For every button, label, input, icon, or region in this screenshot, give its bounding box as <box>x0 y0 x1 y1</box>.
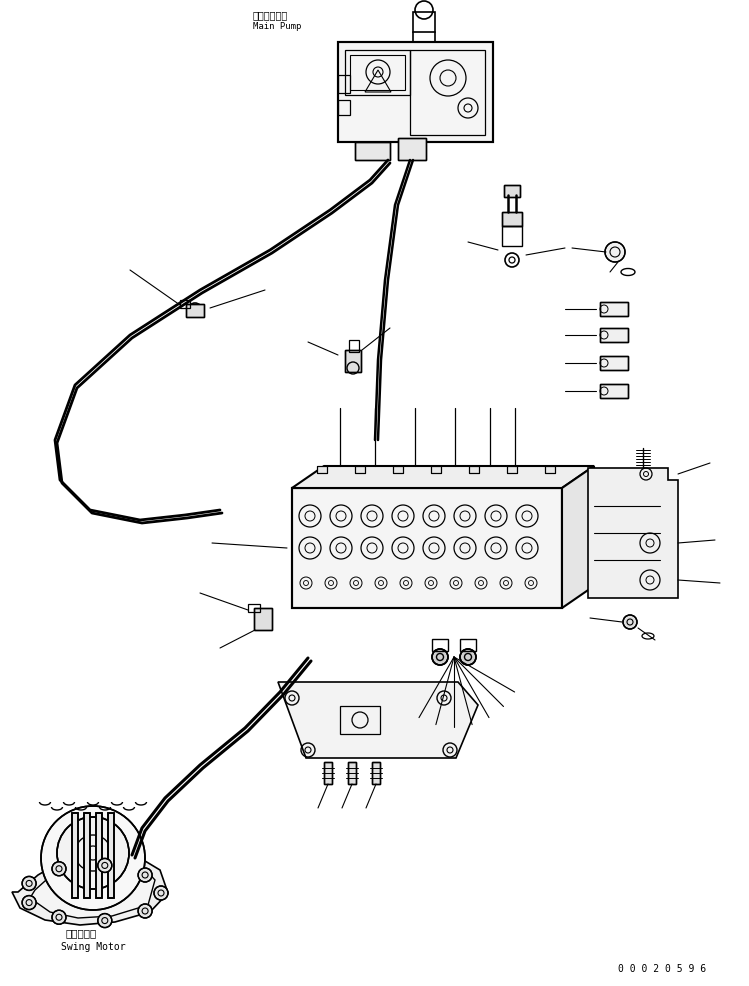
Bar <box>254 608 272 630</box>
Bar <box>600 356 628 370</box>
Polygon shape <box>562 466 594 608</box>
Bar <box>393 466 403 473</box>
Bar <box>504 185 520 197</box>
Bar <box>248 604 260 612</box>
Circle shape <box>623 615 637 629</box>
Bar <box>338 100 350 115</box>
Bar <box>345 350 361 372</box>
Bar <box>340 706 380 734</box>
Bar <box>355 142 390 160</box>
Circle shape <box>460 649 476 665</box>
Bar <box>507 466 517 473</box>
Bar <box>431 466 441 473</box>
Circle shape <box>154 886 168 900</box>
Polygon shape <box>30 860 155 918</box>
Bar <box>349 340 359 352</box>
Bar <box>338 75 350 93</box>
Bar <box>317 466 327 473</box>
Bar <box>338 42 493 142</box>
Bar <box>502 226 522 246</box>
Bar <box>600 328 628 342</box>
Bar <box>372 762 380 784</box>
Bar <box>413 12 435 32</box>
Bar <box>355 466 365 473</box>
Bar <box>72 813 78 898</box>
Circle shape <box>432 649 448 665</box>
Bar <box>348 762 356 784</box>
Bar <box>432 639 448 651</box>
Circle shape <box>138 904 152 918</box>
Bar <box>186 304 204 317</box>
Bar <box>108 813 114 898</box>
Polygon shape <box>292 466 594 488</box>
Bar <box>96 813 102 898</box>
Bar <box>345 50 410 95</box>
Bar <box>600 384 628 398</box>
Bar <box>96 813 102 898</box>
Bar <box>502 212 522 226</box>
Circle shape <box>98 914 112 928</box>
Bar <box>338 42 493 142</box>
Bar <box>504 185 520 197</box>
Polygon shape <box>588 468 678 598</box>
Bar <box>431 466 441 473</box>
Circle shape <box>52 910 66 924</box>
Bar <box>372 762 380 784</box>
Bar <box>502 212 522 226</box>
Circle shape <box>22 877 36 890</box>
Circle shape <box>57 817 129 889</box>
Bar <box>180 300 190 308</box>
Bar <box>345 350 361 372</box>
Bar <box>292 488 562 608</box>
Bar <box>460 639 476 651</box>
Bar <box>600 302 628 316</box>
Bar <box>398 138 426 160</box>
Bar <box>292 488 562 608</box>
Text: 旋回モータ: 旋回モータ <box>65 928 97 938</box>
Bar <box>469 466 479 473</box>
Bar <box>84 813 90 898</box>
Circle shape <box>138 868 152 882</box>
Bar <box>355 142 390 160</box>
Polygon shape <box>12 855 168 925</box>
Bar <box>398 138 426 160</box>
Bar <box>600 328 628 342</box>
Circle shape <box>98 859 112 873</box>
Bar <box>469 466 479 473</box>
Text: 0 0 0 2 0 5 9 6: 0 0 0 2 0 5 9 6 <box>618 964 706 974</box>
Bar <box>317 466 327 473</box>
Polygon shape <box>278 682 478 758</box>
Bar <box>324 762 332 784</box>
Bar <box>348 762 356 784</box>
Bar <box>324 762 332 784</box>
Bar <box>507 466 517 473</box>
Bar <box>600 302 628 316</box>
Bar <box>600 384 628 398</box>
Text: Main Pump: Main Pump <box>253 22 301 31</box>
Circle shape <box>22 895 36 909</box>
Bar <box>108 813 114 898</box>
Text: メインポンプ: メインポンプ <box>253 10 288 20</box>
Bar <box>350 55 405 90</box>
Bar <box>355 466 365 473</box>
Bar <box>393 466 403 473</box>
Bar <box>545 466 555 473</box>
Bar <box>410 50 485 135</box>
Bar <box>186 304 204 317</box>
Bar <box>600 356 628 370</box>
Bar <box>84 813 90 898</box>
Bar <box>254 608 272 630</box>
Text: Swing Motor: Swing Motor <box>61 942 126 952</box>
Circle shape <box>52 862 66 876</box>
Circle shape <box>41 806 145 910</box>
Bar <box>545 466 555 473</box>
Bar <box>72 813 78 898</box>
Circle shape <box>605 242 625 262</box>
